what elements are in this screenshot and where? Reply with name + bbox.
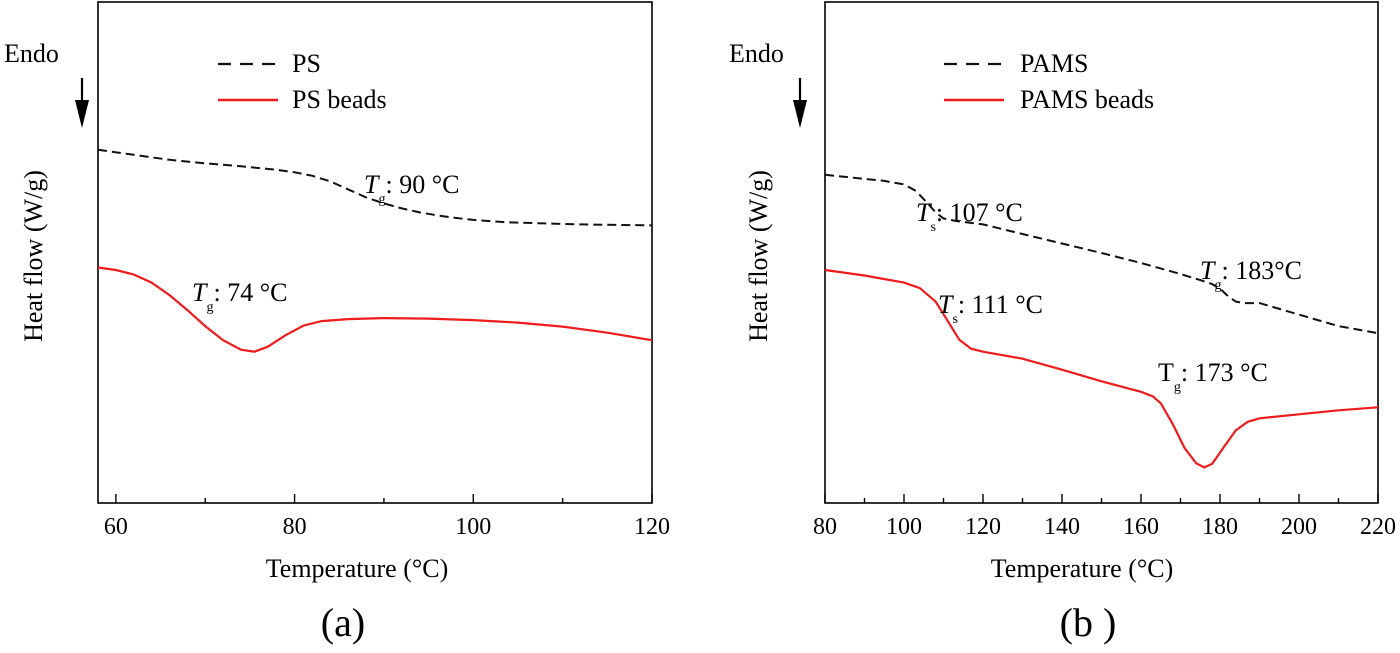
x-tick-label-b-160: 160 bbox=[1123, 514, 1159, 540]
x-tick-label-a-120: 120 bbox=[634, 514, 670, 540]
series-line-pams-beads bbox=[824, 268, 1379, 469]
annotation-pams-beads-ts: Ts: 111 °C bbox=[938, 290, 1043, 327]
legend-label-pams: PAMS bbox=[1020, 49, 1088, 78]
x-tick-label-b-100: 100 bbox=[886, 514, 922, 540]
series-line-ps bbox=[97, 148, 653, 227]
panel-a: 60 80 100 120 Endo PS PS beads Tg: 90 °C Tg… bbox=[4, 1, 670, 645]
curves-a bbox=[97, 148, 653, 353]
annotation-ps-tg: Tg: 90 °C bbox=[364, 170, 459, 207]
endo-arrow-head-a bbox=[75, 100, 89, 128]
x-tick-label-b-120: 120 bbox=[965, 514, 1001, 540]
x-tick-label-a-60: 60 bbox=[104, 514, 128, 540]
x-axis-label-b: Temperature (°C) bbox=[991, 554, 1174, 583]
endo-label-a: Endo bbox=[4, 39, 59, 68]
series-line-ps-beads bbox=[97, 266, 653, 353]
y-axis-label-a: Heat flow (W/g) bbox=[19, 170, 48, 342]
series-line-pams bbox=[824, 173, 1379, 335]
endo-arrow-head-b bbox=[793, 100, 807, 128]
x-tick-label-a-100: 100 bbox=[455, 514, 491, 540]
y-axis-label-b: Heat flow (W/g) bbox=[744, 170, 773, 342]
annotation-pams-beads-tg: Tg: 173 °C bbox=[1158, 358, 1268, 395]
panel-label-b: (b ) bbox=[1060, 600, 1117, 645]
panel-label-a: (a) bbox=[321, 600, 365, 645]
annotation-pams-ts: Ts: 107 °C bbox=[916, 198, 1023, 235]
x-tick-label-a-80: 80 bbox=[283, 514, 307, 540]
x-tick-label-b-220: 220 bbox=[1360, 514, 1396, 540]
annotation-ps-beads-tg: Tg: 74 °C bbox=[192, 278, 287, 315]
x-tick-label-b-80: 80 bbox=[813, 514, 837, 540]
legend-label-ps-beads: PS beads bbox=[292, 85, 387, 114]
panel-b: 80 100 120 140 160 180 200 220 Endo PAMS PAMS b… bbox=[729, 1, 1396, 645]
x-tick-label-b-180: 180 bbox=[1202, 514, 1238, 540]
curves-b bbox=[824, 173, 1379, 469]
legend-label-pams-beads: PAMS beads bbox=[1020, 85, 1154, 114]
x-ticks-b: 80 100 120 140 160 180 200 220 bbox=[813, 494, 1396, 540]
x-ticks-a: 60 80 100 120 bbox=[104, 494, 670, 540]
annotation-pams-tg: Tg: 183°C bbox=[1200, 256, 1302, 293]
x-tick-label-b-200: 200 bbox=[1281, 514, 1317, 540]
legend-label-ps: PS bbox=[292, 49, 321, 78]
x-tick-label-b-140: 140 bbox=[1044, 514, 1080, 540]
plot-frame-a bbox=[97, 1, 653, 504]
x-axis-label-a: Temperature (°C) bbox=[266, 554, 449, 583]
endo-label-b: Endo bbox=[729, 39, 784, 68]
